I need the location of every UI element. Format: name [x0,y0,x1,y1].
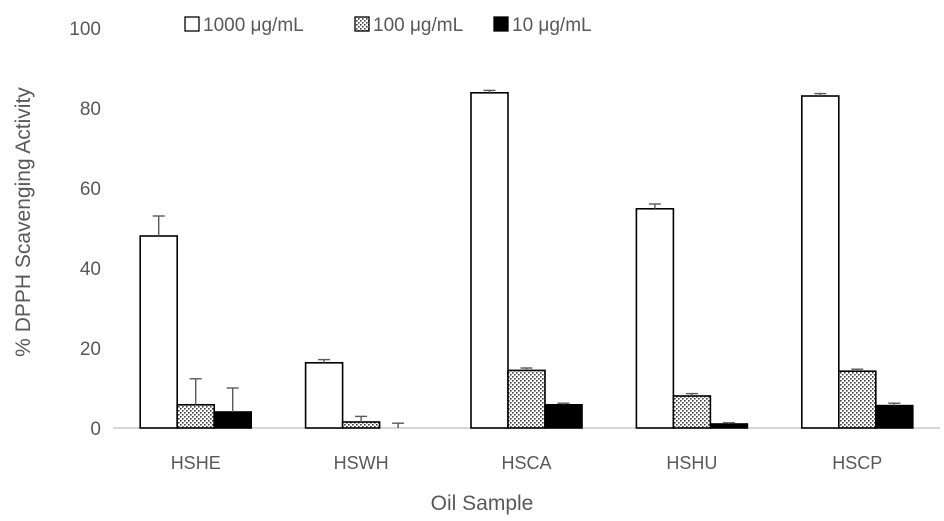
category-label-hswh: HSWH [334,453,389,473]
bar-hsca-series-2 [507,369,546,429]
bar-hshe-series-1 [139,235,178,429]
category-label-hshe: HSHE [171,453,221,473]
category-labels: HSHE HSWH HSCA HSHU HSCP [171,453,883,473]
y-tick-label: 60 [80,179,101,200]
bar-hshe-series-2 [176,403,215,429]
y-tick-label: 100 [69,19,101,40]
legend-label-1: 1000 μg/mL [203,15,304,36]
bar-hshu-series-3 [709,423,749,429]
y-tick-label: 80 [80,99,101,120]
bar-hscp-series-1 [800,95,840,429]
bars-group [139,89,914,429]
bar-hswh-series-2 [341,421,381,429]
bar-hshu-series-2 [672,395,712,429]
legend-label-2: 100 μg/mL [373,15,463,36]
category-label-hscp: HSCP [832,453,882,473]
bar-hsca-series-1 [470,92,509,429]
bar-hshe-series-3 [213,411,252,429]
legend: 1000 μg/mL 100 μg/mL 10 μg/mL [184,15,592,36]
legend-swatch-2 [354,16,370,32]
y-axis-title: % DPPH Scavenging Activity [12,87,35,357]
y-tick-label: 0 [90,419,101,440]
x-axis-title: Oil Sample [431,492,534,515]
y-tick-label: 20 [80,339,101,360]
category-label-hsca: HSCA [501,453,551,473]
legend-label-3: 10 μg/mL [512,15,592,36]
bar-hshu-series-1 [635,208,675,429]
legend-swatch-3 [493,16,509,32]
y-axis-ticks: 0 20 40 60 80 100 [69,19,101,440]
bar-hswh-series-1 [304,361,344,429]
y-tick-label: 40 [80,259,101,280]
bar-hscp-series-3 [874,404,914,429]
category-label-hshu: HSHU [666,453,717,473]
bar-hscp-series-2 [837,370,877,429]
legend-swatch-1 [184,16,200,32]
bar-hsca-series-3 [544,403,583,429]
